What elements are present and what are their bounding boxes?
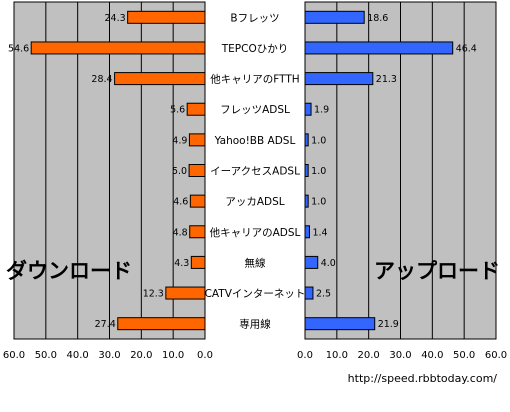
download-value-label: 4.8 — [173, 227, 188, 238]
upload-bar — [304, 225, 310, 239]
category-label: イーアクセスADSL — [210, 166, 300, 178]
download-bar — [117, 317, 206, 331]
download-tick-label: 0.0 — [197, 350, 213, 361]
upload-bar — [304, 102, 312, 116]
upload-bar — [304, 72, 374, 86]
download-value-label: 5.6 — [170, 105, 185, 116]
source-url: http://speed.rbbtoday.com/ — [348, 372, 498, 385]
upload-axis-ticks: 0.0 10.0 20.0 30.0 40.0 50.0 60.0 — [297, 350, 507, 361]
upload-bar — [304, 133, 309, 147]
category-label: アッカADSL — [225, 196, 284, 208]
download-series-title: ダウンロード — [6, 259, 132, 283]
category-label: 専用線 — [239, 318, 271, 331]
category-label: 他キャリアのFTTH — [210, 73, 299, 86]
upload-tick-label: 40.0 — [421, 350, 443, 361]
upload-tick-label: 10.0 — [326, 350, 348, 361]
download-value-label: 27.4 — [95, 319, 116, 330]
download-tick-label: 30.0 — [98, 350, 120, 361]
download-value-label: 4.9 — [172, 135, 187, 146]
category-label: Bフレッツ — [230, 12, 279, 24]
upload-tick-label: 0.0 — [297, 350, 313, 361]
upload-value-label: 2.5 — [316, 289, 331, 300]
category-label: CATVインターネット — [205, 288, 306, 300]
download-bar — [165, 286, 206, 300]
download-tick-label: 10.0 — [162, 350, 184, 361]
upload-value-labels: 18.6 46.4 21.3 1.9 1.0 1.0 1.0 1.4 4.0 2.5 21.9 — [311, 13, 477, 330]
download-bar — [186, 102, 206, 116]
download-value-label: 54.6 — [8, 43, 29, 54]
upload-bar — [304, 194, 309, 208]
upload-bar — [304, 255, 319, 269]
download-bar — [188, 133, 206, 147]
upload-value-label: 21.3 — [376, 74, 397, 85]
download-axis-ticks: 60.0 50.0 40.0 30.0 20.0 10.0 0.0 — [3, 350, 213, 361]
download-value-label: 4.3 — [174, 258, 189, 269]
upload-bar — [304, 317, 376, 331]
download-tick-label: 20.0 — [130, 350, 152, 361]
download-value-label: 12.3 — [143, 289, 164, 300]
category-label: 無線 — [245, 256, 266, 269]
upload-value-label: 1.0 — [311, 166, 326, 177]
upload-bars — [304, 10, 454, 331]
upload-tick-label: 60.0 — [485, 350, 507, 361]
upload-tick-label: 20.0 — [358, 350, 380, 361]
category-label: 他キャリアのADSL — [210, 226, 301, 239]
download-value-label: 28.4 — [91, 74, 112, 85]
download-bar — [114, 72, 206, 86]
category-label: フレッツADSL — [220, 104, 290, 116]
upload-value-label: 1.4 — [312, 227, 327, 238]
download-bar — [190, 255, 206, 269]
download-bar — [30, 41, 206, 55]
upload-value-label: 18.6 — [367, 13, 388, 24]
upload-value-label: 4.0 — [321, 258, 336, 269]
upload-tick-label: 30.0 — [389, 350, 411, 361]
upload-bar — [304, 41, 454, 55]
upload-tick-label: 50.0 — [453, 350, 475, 361]
download-value-label: 24.3 — [104, 13, 125, 24]
upload-bar — [304, 286, 314, 300]
download-tick-label: 40.0 — [67, 350, 89, 361]
download-bar — [189, 225, 206, 239]
upload-value-label: 1.9 — [314, 105, 329, 116]
grid-lines — [45, 2, 465, 339]
upload-value-label: 1.0 — [311, 197, 326, 208]
download-bar — [188, 164, 206, 177]
download-bars — [30, 10, 206, 331]
upload-series-title: アップロード — [374, 259, 500, 283]
download-value-label: 5.0 — [172, 166, 187, 177]
download-tick-label: 60.0 — [3, 350, 25, 361]
upload-value-label: 46.4 — [456, 43, 477, 54]
download-tick-label: 50.0 — [35, 350, 57, 361]
upload-value-label: 1.0 — [311, 135, 326, 146]
upload-bar — [304, 10, 365, 24]
category-label: Yahoo!BB ADSL — [214, 135, 296, 147]
upload-value-label: 21.9 — [378, 319, 399, 330]
download-value-labels: 24.3 54.6 28.4 5.6 4.9 5.0 4.6 4.8 4.3 12.3 27.4 — [8, 13, 189, 330]
download-bar — [189, 194, 206, 208]
download-value-label: 4.6 — [173, 197, 188, 208]
upload-bar — [304, 164, 309, 177]
download-bar — [127, 10, 206, 24]
category-label: TEPCOひかり — [221, 43, 288, 55]
